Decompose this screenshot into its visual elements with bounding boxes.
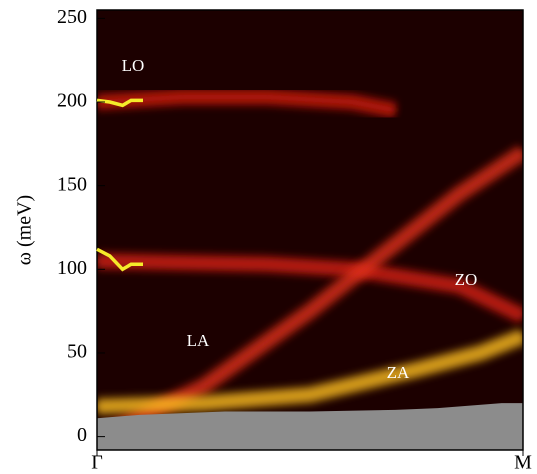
- x-tick-label: Γ: [91, 452, 103, 474]
- y-tick-label: 100: [57, 257, 87, 279]
- branch-label: LO: [122, 56, 145, 75]
- plot-frame: [96, 9, 524, 451]
- y-axis-label: ω (meV): [14, 195, 36, 265]
- branch-label: LA: [187, 331, 210, 350]
- fit-line: [96, 98, 144, 108]
- background: [97, 10, 523, 450]
- y-tick-label: 50: [67, 341, 87, 363]
- branch: [97, 257, 523, 319]
- y-tick-label: 0: [77, 424, 87, 446]
- branch-label: ZA: [387, 363, 410, 382]
- y-tick-label: 150: [57, 173, 87, 195]
- fit-line: [96, 247, 144, 272]
- plot-area: [97, 10, 523, 450]
- y-tick-label: 250: [57, 6, 87, 28]
- branch-label: ZO: [455, 270, 478, 289]
- branch: [97, 333, 523, 410]
- y-tick-label: 200: [57, 90, 87, 112]
- elastic-area: [97, 403, 523, 450]
- branch: [97, 93, 396, 114]
- x-tick-label: M: [514, 452, 532, 474]
